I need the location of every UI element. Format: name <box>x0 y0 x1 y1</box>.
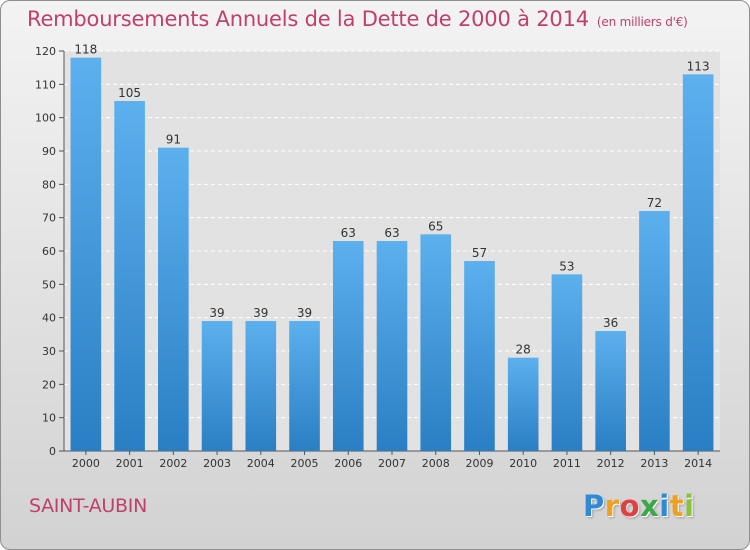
x-tick-label-2005: 2005 <box>291 457 319 470</box>
y-tick-label: 80 <box>42 178 56 191</box>
bar-2001 <box>114 101 145 451</box>
y-tick-label: 40 <box>42 312 56 325</box>
y-tick-label: 0 <box>49 445 56 458</box>
x-tick-label-2008: 2008 <box>422 457 450 470</box>
bar-2005 <box>289 321 320 451</box>
data-label-2012: 36 <box>603 316 618 330</box>
y-tick-label: 120 <box>35 45 56 58</box>
data-label-2001: 105 <box>118 86 141 100</box>
data-label-2004: 39 <box>253 306 268 320</box>
data-label-2005: 39 <box>297 306 312 320</box>
chart-unit: (en milliers d'€) <box>596 15 688 29</box>
data-label-2009: 57 <box>472 246 487 260</box>
data-label-2014: 113 <box>687 59 710 73</box>
bar-2014 <box>682 74 714 451</box>
x-tick-label-2011: 2011 <box>553 457 581 470</box>
bar-2006 <box>332 241 364 451</box>
logo-letter: x <box>640 489 660 523</box>
y-tick-label: 90 <box>42 145 56 158</box>
y-tick-label: 100 <box>35 112 56 125</box>
bar-2011 <box>551 274 583 451</box>
bar-2009 <box>464 261 495 451</box>
x-tick-label-2014: 2014 <box>684 457 712 470</box>
y-tick-label: 20 <box>42 378 56 391</box>
bar-2008 <box>420 234 452 451</box>
bar-2012 <box>595 331 626 451</box>
data-label-2007: 63 <box>384 226 399 240</box>
x-tick-label-2009: 2009 <box>465 457 493 470</box>
bar-2003 <box>201 321 233 451</box>
data-label-2003: 39 <box>209 306 224 320</box>
y-tick-label: 70 <box>42 212 56 225</box>
y-tick-label: 50 <box>42 278 56 291</box>
data-label-2000: 118 <box>74 43 97 57</box>
data-label-2011: 53 <box>559 259 574 273</box>
y-tick-label: 110 <box>35 78 56 91</box>
bar-2013 <box>639 211 670 451</box>
data-label-2010: 28 <box>516 343 531 357</box>
data-label-2013: 72 <box>647 196 662 210</box>
bar-2007 <box>376 241 408 451</box>
chart-title: Remboursements Annuels de la Dette de 20… <box>27 7 688 31</box>
x-tick-label-2010: 2010 <box>509 457 537 470</box>
bar-2004 <box>245 321 277 451</box>
proxiti-logo: Proxiti <box>583 489 695 523</box>
x-tick-label-2012: 2012 <box>597 457 625 470</box>
bar-2002 <box>158 147 189 451</box>
x-tick-label-2003: 2003 <box>203 457 231 470</box>
commune-name: SAINT-AUBIN <box>29 495 147 517</box>
x-tick-label-2007: 2007 <box>378 457 406 470</box>
logo-letter: P <box>583 489 605 523</box>
logo-letter: o <box>619 489 641 523</box>
x-tick-label-2002: 2002 <box>159 457 187 470</box>
data-label-2008: 65 <box>428 219 443 233</box>
y-tick-label: 10 <box>42 412 56 425</box>
data-label-2006: 63 <box>341 226 356 240</box>
x-tick-label-2001: 2001 <box>116 457 144 470</box>
x-tick-label-2000: 2000 <box>72 457 100 470</box>
logo-letter: r <box>604 489 620 523</box>
data-label-2002: 91 <box>166 133 181 147</box>
logo-letter: i <box>684 489 695 523</box>
bar-2010 <box>507 357 539 451</box>
x-tick-label-2013: 2013 <box>640 457 668 470</box>
logo-letter: i <box>659 489 670 523</box>
bar-2000 <box>70 57 102 452</box>
y-tick-label: 60 <box>42 245 56 258</box>
logo-letter: t <box>669 489 685 523</box>
y-tick-label: 30 <box>42 345 56 358</box>
x-tick-label-2004: 2004 <box>247 457 275 470</box>
x-tick-label-2006: 2006 <box>334 457 362 470</box>
